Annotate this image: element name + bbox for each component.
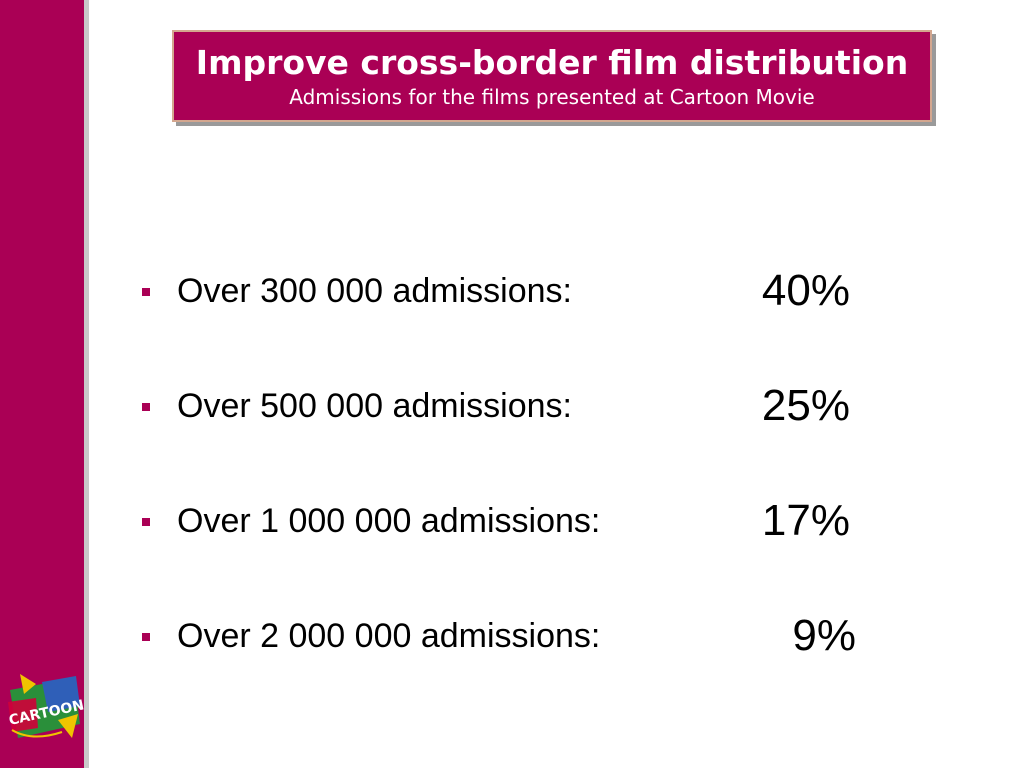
admissions-label: Over 300 000 admissions: — [177, 272, 572, 310]
list-item: Over 2 000 000 admissions: 9% — [140, 607, 900, 722]
list-item: Over 500 000 admissions: 25% — [140, 377, 900, 492]
list-item: Over 300 000 admissions: 40% — [140, 262, 900, 377]
admissions-percentage: 9% — [792, 611, 856, 660]
left-sidebar-band — [0, 0, 89, 768]
square-bullet-icon — [142, 518, 150, 526]
admissions-label: Over 2 000 000 admissions: — [177, 617, 601, 655]
cartoon-logo: CARTOON — [7, 674, 84, 738]
admissions-percentage: 17% — [761, 496, 850, 545]
admissions-label: Over 1 000 000 admissions: — [177, 502, 601, 540]
title-box: Improve cross-border film distribution A… — [172, 30, 932, 122]
admissions-percentage: 40% — [761, 266, 850, 315]
admissions-percentage: 25% — [761, 381, 850, 430]
square-bullet-icon — [142, 403, 150, 411]
page-subtitle: Admissions for the films presented at Ca… — [289, 85, 815, 109]
square-bullet-icon — [142, 633, 150, 641]
square-bullet-icon — [142, 288, 150, 296]
admissions-list: Over 300 000 admissions: 40% Over 500 00… — [140, 262, 900, 722]
page-title: Improve cross-border film distribution — [195, 43, 909, 82]
list-item: Over 1 000 000 admissions: 17% — [140, 492, 900, 607]
admissions-label: Over 500 000 admissions: — [177, 387, 572, 425]
